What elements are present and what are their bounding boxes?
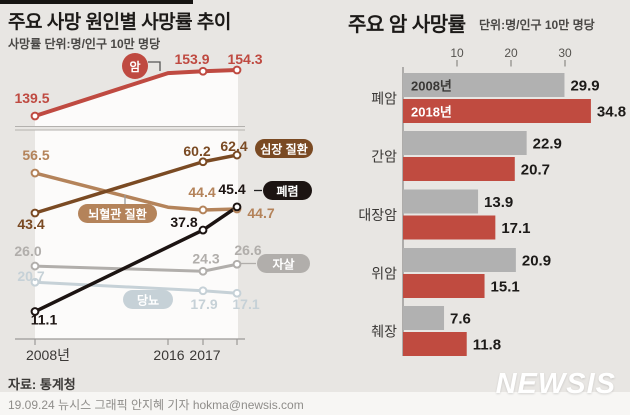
series-badge-label: 암: [129, 60, 140, 74]
value-label: 60.2: [183, 143, 210, 159]
title-accent-bar: [0, 0, 193, 4]
value-label: 56.5: [22, 147, 49, 163]
x-tick-label: 20: [504, 46, 518, 60]
data-point-marker: [198, 157, 208, 167]
data-point-marker: [30, 307, 40, 316]
bar-2008년: [403, 73, 565, 97]
bar-series-label: 2018년: [411, 105, 452, 120]
bar-2008년: [403, 189, 479, 214]
bar-value-label: 17.1: [501, 220, 530, 237]
bar-value-label: 20.9: [522, 253, 551, 270]
right-chart-title: 주요 암 사망률: [348, 14, 466, 36]
data-point-marker: [232, 150, 242, 160]
bar-value-label: 34.8: [597, 104, 626, 121]
data-point-marker: [232, 202, 242, 212]
bar-value-label: 13.9: [484, 194, 513, 211]
series-badge: [122, 53, 148, 79]
bar-value-label: 22.9: [533, 136, 562, 153]
x-tick-label: 2008년: [26, 347, 70, 363]
data-point-marker: [198, 66, 208, 76]
line-series-2: [33, 171, 239, 212]
value-label: 45.4: [218, 181, 245, 197]
footer-strip: [0, 392, 630, 415]
value-label: 43.4: [17, 216, 44, 232]
data-point-marker: [232, 259, 242, 269]
credit-line: 19.09.24 뉴시스 그래픽 안지혜 기자 hokma@newsis.com: [8, 398, 304, 412]
value-label: 17.9: [190, 296, 217, 312]
bar-value-label: 11.8: [473, 337, 501, 354]
bar-2018년: [403, 99, 591, 123]
series-badge: [255, 139, 313, 158]
series-badge: [263, 181, 312, 200]
value-label: 24.3: [192, 250, 219, 266]
series-badge: [123, 290, 173, 309]
value-label: 153.9: [174, 51, 209, 67]
value-label: 139.5: [14, 90, 49, 106]
data-point-marker: [198, 266, 208, 276]
series-badge-label: 심장 질환: [260, 142, 308, 157]
value-label: 62.4: [220, 138, 247, 154]
bar-value-label: 7.6: [450, 311, 471, 328]
value-label: 154.3: [227, 51, 262, 67]
category-label: 간암: [371, 149, 397, 165]
data-point-marker: [30, 168, 40, 178]
x-tick-label: 10: [450, 46, 464, 60]
line-series-0: [33, 68, 239, 118]
bar-2018년: [403, 332, 467, 356]
bar-value-label: 29.9: [570, 78, 599, 95]
series-badge-label: 뇌혈관 질환: [88, 207, 147, 222]
category-label: 췌장: [371, 324, 397, 340]
bar-2018년: [403, 157, 515, 181]
newsis-logo: NEWSIS: [495, 368, 616, 400]
data-point-marker: [30, 111, 40, 121]
source-note: 자료: 통계청: [8, 377, 76, 392]
x-tick-label: 2017: [189, 347, 220, 363]
cancer-area-fill: [35, 70, 238, 127]
series-badge-label: 자살: [272, 257, 294, 272]
data-point-marker: [30, 208, 40, 218]
data-point-marker: [198, 286, 208, 296]
bar-series-label: 2008년: [411, 79, 452, 94]
left-chart-unit-label: 사망률 단위:명/인구 10만 명당: [8, 37, 161, 51]
left-chart-title: 주요 사망 원인별 사망률 추이: [8, 12, 231, 33]
bar-2008년: [403, 306, 445, 330]
bar-2008년: [403, 131, 527, 155]
bar-value-label: 20.7: [521, 162, 550, 179]
value-label: 37.8: [170, 214, 197, 230]
data-point-marker: [232, 288, 242, 298]
series-badge: [78, 204, 157, 223]
data-point-marker: [232, 65, 242, 75]
series-badge-label: 폐렴: [276, 184, 298, 199]
bar-2018년: [403, 274, 485, 298]
value-label: 44.7: [247, 205, 274, 221]
bar-2008년: [403, 248, 516, 272]
category-label: 대장암: [358, 207, 397, 223]
data-point-marker: [198, 225, 208, 235]
data-point-marker: [30, 277, 40, 287]
right-chart-unit-label: 단위:명/인구 10만 명당: [479, 18, 595, 32]
bar-value-label: 15.1: [491, 279, 520, 296]
value-label: 17.1: [232, 296, 259, 312]
x-tick-label: 2016: [153, 347, 184, 363]
value-label: 44.4: [188, 184, 215, 200]
value-label: 20.7: [17, 268, 44, 284]
bar-2018년: [403, 215, 496, 240]
series-badge-label: 당뇨: [137, 293, 159, 308]
data-point-marker: [198, 205, 208, 215]
value-label: 26.0: [14, 243, 41, 259]
x-tick-label: 30: [558, 46, 572, 60]
data-point-marker: [30, 261, 40, 271]
category-label: 폐암: [371, 91, 397, 107]
category-label: 위암: [371, 266, 397, 282]
series-badge: [257, 254, 310, 273]
value-label: 11.1: [31, 312, 58, 328]
value-label: 26.6: [234, 242, 261, 258]
